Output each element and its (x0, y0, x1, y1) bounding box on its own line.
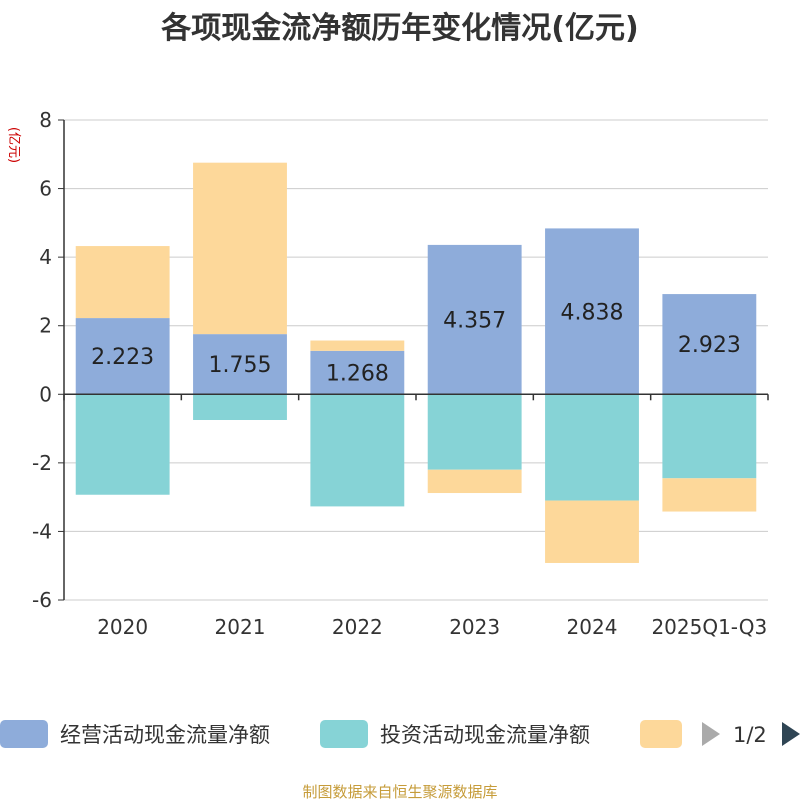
bars (75, 162, 757, 563)
legend: 经营活动现金流量净额 投资活动现金流量净额 1/2 (0, 720, 800, 748)
bar-series2-2021[interactable] (193, 162, 287, 335)
x-tick-label: 2020 (97, 615, 148, 639)
legend-prev-icon[interactable] (702, 722, 720, 746)
y-tick-label: -6 (32, 588, 52, 612)
legend-swatch-financing[interactable] (640, 720, 682, 748)
bar-series0-2024[interactable] (545, 228, 639, 395)
legend-page-indicator: 1/2 (733, 723, 767, 747)
bar-series1-2023[interactable] (427, 394, 522, 470)
y-axis-label: (亿元) (6, 127, 21, 163)
data-label-2020: 2.223 (91, 345, 154, 370)
data-label-2025Q1-Q3: 2.923 (678, 333, 741, 358)
legend-next-icon[interactable] (782, 722, 800, 746)
legend-swatch-investing[interactable] (320, 720, 368, 748)
bar-series1-2025Q1-Q3[interactable] (662, 394, 757, 479)
data-label-2023: 4.357 (443, 309, 506, 334)
bar-series0-2021[interactable] (193, 334, 287, 395)
x-tick-label: 2024 (567, 615, 618, 639)
bar-series0-2023[interactable] (427, 244, 522, 395)
bar-series1-2021[interactable] (193, 394, 287, 420)
bar-series1-2020[interactable] (75, 394, 170, 495)
axes: -6 -4 -2 0 2 4 6 8 2020 2021 2022 2023 2024 2025Q1-Q3 (32, 108, 769, 639)
y-tick-label: 6 (39, 177, 52, 201)
data-labels: 2.223 1.755 1.268 4.357 4.838 2.923 (91, 300, 741, 386)
legend-label-investing[interactable]: 投资活动现金流量净额 (380, 723, 590, 747)
bar-series0-2025Q1-Q3[interactable] (662, 294, 757, 395)
data-label-2022: 1.268 (326, 362, 389, 387)
bar-series2-2023[interactable] (427, 469, 522, 494)
data-label-2021: 1.755 (209, 353, 272, 378)
legend-label-operating[interactable]: 经营活动现金流量净额 (60, 723, 270, 747)
y-tick-label: -4 (32, 519, 52, 543)
bar-series2-2020[interactable] (75, 246, 170, 319)
bar-series2-2025Q1-Q3[interactable] (662, 478, 757, 512)
x-tick-label: 2025Q1-Q3 (651, 615, 767, 639)
y-tick-label: 8 (39, 108, 52, 132)
bar-series2-2022[interactable] (310, 340, 405, 351)
bar-series1-2022[interactable] (310, 394, 405, 507)
bar-series1-2024[interactable] (545, 394, 639, 501)
y-tick-label: 2 (39, 314, 52, 338)
y-tick-label: 4 (39, 245, 52, 269)
x-tick-label: 2022 (332, 615, 383, 639)
y-tick-label: 0 (39, 382, 52, 406)
bar-series2-2024[interactable] (545, 500, 639, 563)
chart-title: 各项现金流净额历年变化情况(亿元) (160, 11, 638, 46)
x-tick-label: 2021 (215, 615, 266, 639)
bar-series0-2020[interactable] (75, 318, 170, 395)
gridlines (64, 119, 768, 601)
data-source: 制图数据来自恒生聚源数据库 (302, 783, 497, 800)
legend-swatch-operating[interactable] (0, 720, 48, 748)
x-tick-label: 2023 (449, 615, 500, 639)
y-tick-label: -2 (32, 451, 52, 475)
bar-series0-2022[interactable] (310, 350, 405, 395)
data-label-2024: 4.838 (561, 300, 624, 325)
